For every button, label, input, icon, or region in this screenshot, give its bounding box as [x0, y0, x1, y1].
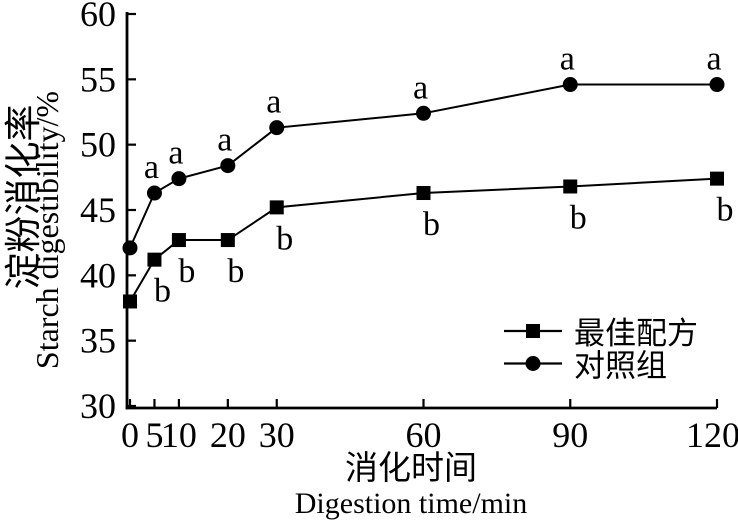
legend-circle-marker: [525, 356, 541, 371]
x-tick-label: 90: [552, 415, 588, 455]
y-axis-title-en: Starch digestibility/%: [29, 91, 65, 369]
y-tick-label: 35: [80, 321, 116, 361]
legend-square-marker: [526, 324, 540, 338]
point-significance-label: a: [706, 41, 721, 78]
point-significance-label: a: [413, 69, 428, 106]
point-significance-label: a: [144, 149, 159, 186]
legend-label: 最佳配方: [574, 316, 698, 351]
data-point-marker: [123, 294, 137, 309]
data-point-marker: [269, 200, 284, 215]
axes: 30 35 40 45 50 55 60 0 510 20 30 60 90 120: [80, 0, 738, 455]
point-significance-label: a: [560, 41, 575, 78]
data-point-marker: [220, 158, 236, 174]
y-tick-label: 45: [80, 190, 116, 230]
y-tick-label: 50: [80, 125, 116, 165]
point-significance-label: a: [217, 122, 232, 159]
data-point-marker: [563, 179, 578, 194]
point-significance-label: b: [717, 192, 734, 229]
point-significance-label: a: [168, 135, 183, 172]
data-point-marker: [122, 240, 138, 256]
data-point-marker: [171, 233, 186, 248]
significance-labels: bb bb b b ba a aa aa a: [144, 41, 734, 310]
data-point-marker: [416, 105, 431, 121]
data-point-marker: [269, 120, 285, 136]
legend-label: 对照组: [574, 349, 667, 384]
point-significance-label: b: [570, 199, 587, 236]
y-tick-label: 30: [80, 386, 116, 426]
x-tick-label: 120: [686, 415, 738, 455]
x-axis-title-zh: 消化时间: [345, 450, 477, 487]
data-point-marker: [220, 233, 235, 248]
data-point-marker: [562, 77, 578, 93]
point-significance-label: b: [276, 220, 293, 257]
x-tick-label: 10: [161, 415, 197, 455]
x-tick-label: 30: [259, 415, 295, 455]
y-tick-label: 60: [80, 0, 116, 34]
data-point-marker: [416, 186, 431, 201]
point-significance-label: a: [266, 84, 281, 121]
point-significance-label: b: [154, 273, 171, 310]
data-point-marker: [709, 77, 725, 93]
point-significance-label: b: [178, 253, 195, 290]
y-tick-label: 55: [80, 59, 116, 99]
data-point-marker: [171, 171, 187, 187]
x-tick-label: 20: [210, 415, 246, 455]
x-tick-label: 60: [406, 415, 442, 455]
data-point-marker: [710, 171, 724, 186]
data-point-marker: [147, 252, 162, 267]
data-series: [122, 77, 725, 309]
x-tick-label: 0: [121, 415, 139, 455]
y-tick-label: 40: [80, 255, 116, 295]
point-significance-label: b: [227, 253, 244, 290]
x-tick-label: 5: [145, 415, 163, 455]
y-axis-title-zh: 淀粉消化率: [3, 105, 45, 290]
data-point-marker: [146, 185, 162, 201]
point-significance-label: b: [423, 206, 440, 243]
x-axis-title-en: Digestion time/min: [295, 487, 528, 520]
